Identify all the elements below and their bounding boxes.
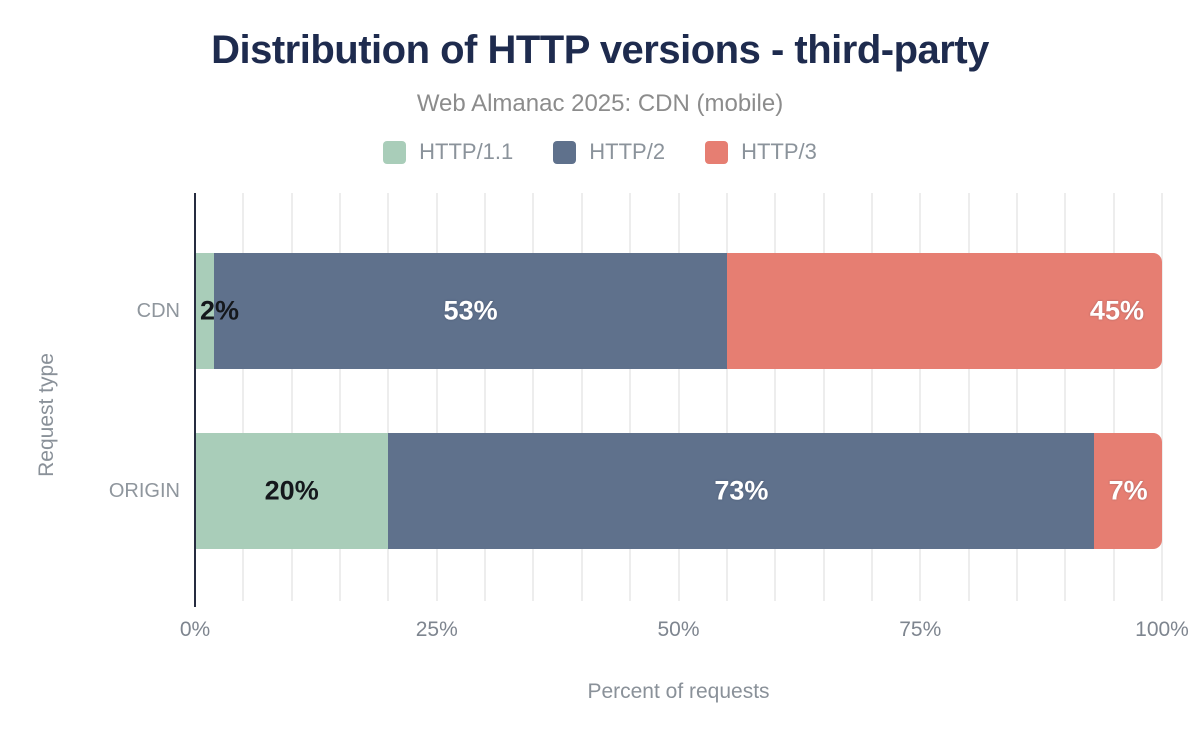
bar-row-cdn: 2% 53% 45%: [195, 253, 1162, 369]
bar-value-label: 53%: [443, 295, 498, 326]
bar-segment-http-3[interactable]: 45%: [726, 253, 1162, 369]
y-category-labels: CDN ORIGIN: [0, 193, 180, 601]
bar-value-label: 45%: [1089, 295, 1144, 326]
gridline: [725, 193, 728, 601]
gridline: [580, 193, 583, 601]
gridline: [339, 193, 342, 601]
legend-item-http-2[interactable]: HTTP/2: [553, 139, 665, 165]
x-tick-label: 50%: [657, 618, 700, 641]
y-axis-line: [194, 193, 196, 607]
x-tick-label: 100%: [1135, 618, 1189, 641]
gridline: [629, 193, 632, 601]
gridline: [484, 193, 487, 601]
gridline: [1161, 193, 1163, 601]
gridline: [1015, 193, 1018, 601]
gridline: [774, 193, 777, 601]
bar-value-label: 73%: [714, 475, 769, 506]
chart-subtitle: Web Almanac 2025: CDN (mobile): [416, 90, 784, 117]
x-tick-label: 0%: [179, 618, 211, 641]
x-tick-label: 75%: [899, 618, 942, 641]
legend-swatch-icon: [553, 140, 577, 164]
bar-segment-http-1.1[interactable]: 20%: [195, 433, 389, 549]
legend-swatch-icon: [705, 140, 729, 164]
category-label-cdn: CDN: [136, 299, 180, 322]
legend: HTTP/1.1 HTTP/2 HTTP/3: [0, 139, 1200, 165]
gridline: [290, 193, 293, 601]
chart-title: Distribution of HTTP versions - third-pa…: [211, 28, 989, 72]
bar-segment-http-3[interactable]: 7%: [1094, 433, 1162, 549]
gridline: [532, 193, 535, 601]
legend-swatch-icon: [383, 140, 407, 164]
legend-item-label: HTTP/1.1: [419, 139, 514, 164]
gridline: [967, 193, 970, 601]
legend-item-http-1.1[interactable]: HTTP/1.1: [383, 139, 513, 165]
category-label-origin: ORIGIN: [108, 479, 180, 502]
gridline: [1064, 193, 1067, 601]
gridline: [1112, 193, 1115, 601]
x-tick-label: 25%: [415, 618, 458, 641]
legend-item-http-3[interactable]: HTTP/3: [705, 139, 817, 165]
gridline: [242, 193, 245, 601]
legend-item-label: HTTP/2: [589, 139, 666, 164]
y-axis-title-text: Request type: [35, 353, 58, 477]
x-axis-title: Percent of requests: [587, 680, 770, 703]
bar-segment-http-2[interactable]: 73%: [388, 433, 1095, 549]
bar-value-label: 20%: [264, 475, 319, 506]
gridline: [435, 193, 438, 601]
bar-value-label: 7%: [1108, 475, 1148, 506]
bar-segment-http-1.1[interactable]: 2%: [195, 253, 239, 369]
gridline: [822, 193, 825, 601]
bar-segment-http-2[interactable]: 53%: [214, 253, 727, 369]
gridline: [870, 193, 873, 601]
gridline: [919, 193, 922, 601]
gridline: [387, 193, 390, 601]
plot-area: 2% 53% 45% 20% 73% 7%: [195, 193, 1163, 601]
gridline: [677, 193, 680, 601]
legend-item-label: HTTP/3: [741, 139, 817, 164]
bar-value-label: 2%: [200, 295, 240, 326]
x-axis-ticks: 0% 25% 50% 75% 100%: [180, 617, 1189, 643]
bar-row-origin: 20% 73% 7%: [195, 433, 1162, 549]
